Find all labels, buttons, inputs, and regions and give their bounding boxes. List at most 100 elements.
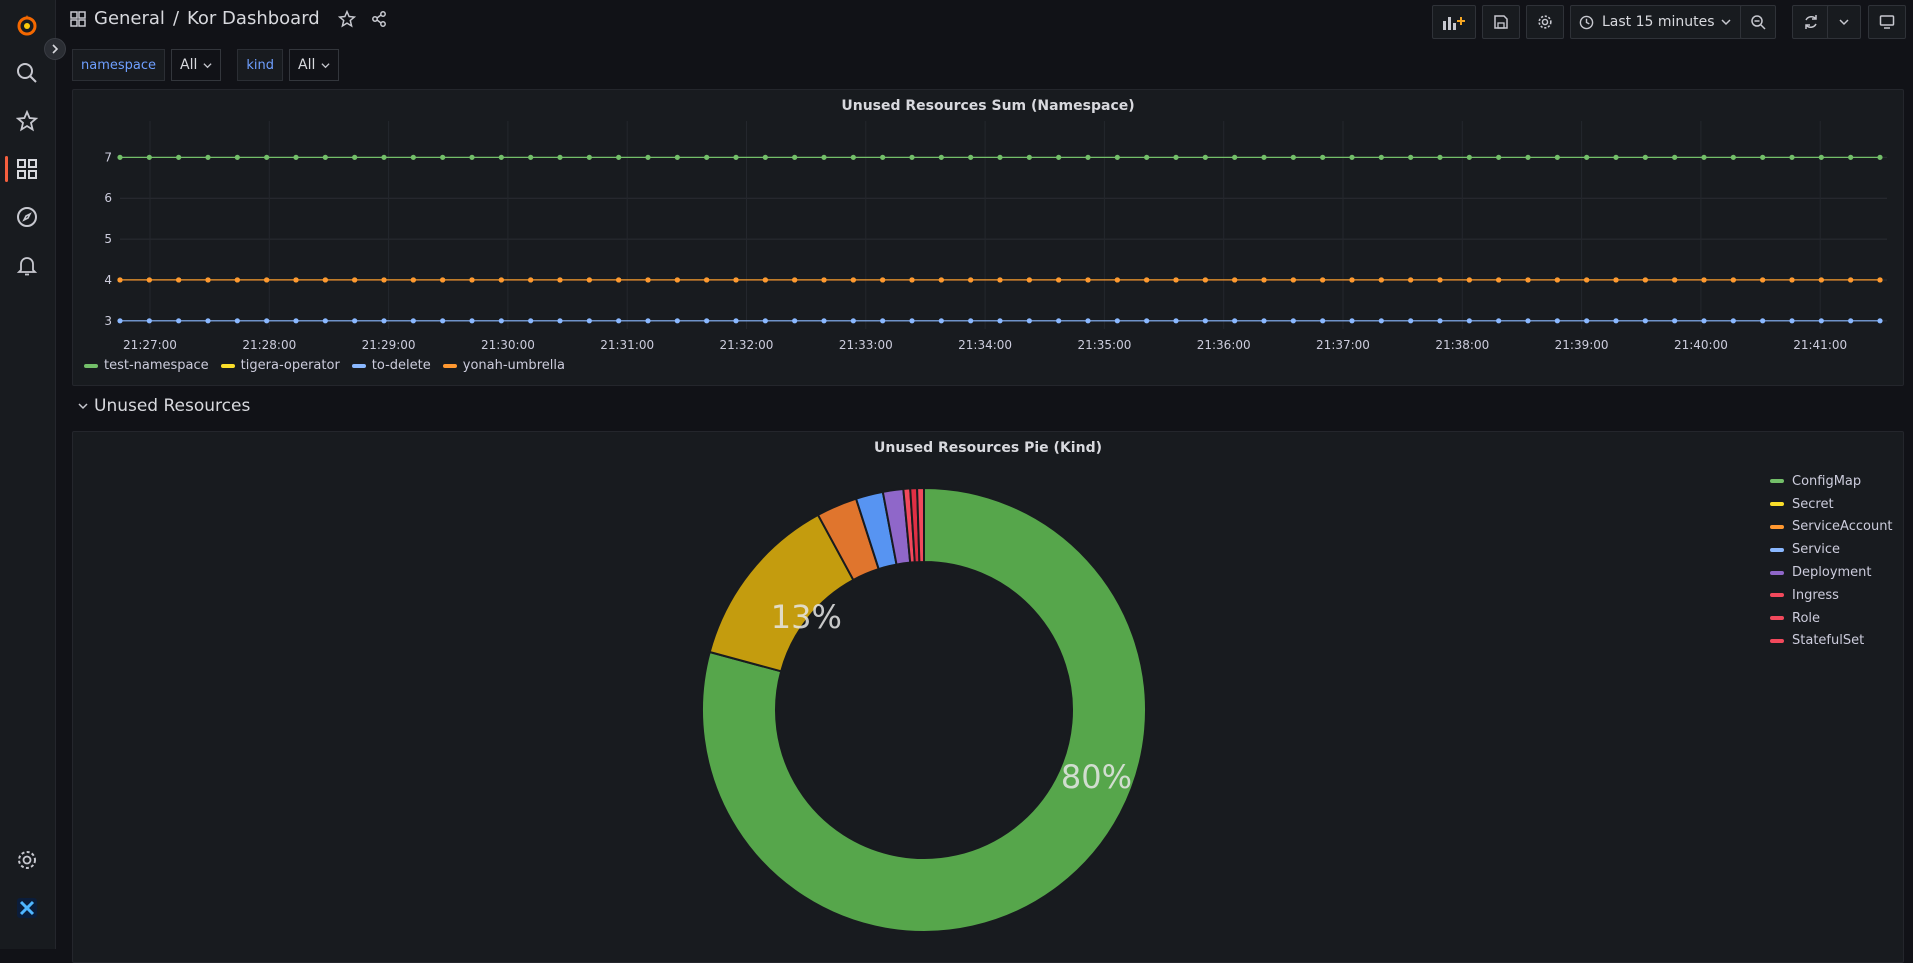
refresh-button[interactable] — [1792, 5, 1830, 39]
data-point — [1026, 154, 1032, 160]
dashboard-settings-button[interactable] — [1526, 5, 1564, 39]
x-tick-label: 21:29:00 — [362, 338, 416, 351]
legend-item[interactable]: yonah-umbrella — [442, 358, 565, 373]
legend-item[interactable]: Role — [1770, 607, 1893, 630]
legend-label: Ingress — [1792, 587, 1839, 603]
explore-icon[interactable] — [14, 204, 40, 230]
sidebar — [0, 0, 56, 949]
data-point — [440, 318, 446, 324]
search-icon[interactable] — [14, 60, 40, 86]
legend-item[interactable]: to-delete — [351, 358, 431, 373]
grafana-logo-icon[interactable] — [14, 12, 40, 38]
data-point — [1408, 318, 1414, 324]
data-point — [909, 318, 915, 324]
save-dashboard-button[interactable] — [1482, 5, 1520, 39]
data-point — [1877, 277, 1883, 283]
legend-swatch — [1770, 479, 1784, 484]
data-point — [557, 277, 563, 283]
legend-item[interactable]: tigera-operator — [220, 358, 340, 373]
data-point — [498, 277, 504, 283]
timeseries-panel-title[interactable]: Unused Resources Sum (Namespace) — [841, 98, 1135, 114]
x-tick-label: 21:41:00 — [1793, 338, 1847, 351]
legend-item[interactable]: test-namespace — [84, 358, 209, 373]
data-point — [410, 277, 416, 283]
data-point — [1144, 154, 1150, 160]
starred-icon[interactable] — [14, 108, 40, 134]
data-point — [1320, 277, 1326, 283]
share-icon[interactable] — [370, 10, 388, 28]
data-point — [1613, 277, 1619, 283]
data-point — [1085, 318, 1091, 324]
data-point — [1232, 154, 1238, 160]
data-point — [440, 154, 446, 160]
data-point — [176, 277, 182, 283]
timeseries-chart[interactable]: 3 4 5 6 7 21:27:00 21:28:00 21:29:00 21:30:00 21:… — [72, 89, 1902, 351]
data-point — [205, 154, 211, 160]
page-title[interactable]: Kor Dashboard — [187, 8, 320, 29]
data-point — [1525, 277, 1531, 283]
y-tick-label: 4 — [104, 273, 112, 287]
pie-slice — [916, 486, 925, 564]
data-point — [322, 154, 328, 160]
data-point — [762, 318, 768, 324]
data-point — [1261, 277, 1267, 283]
legend-item[interactable]: Deployment — [1770, 561, 1893, 584]
legend-item[interactable]: ServiceAccount — [1770, 516, 1893, 539]
legend-item[interactable]: Service — [1770, 538, 1893, 561]
data-point — [469, 277, 475, 283]
data-point — [1584, 318, 1590, 324]
data-point — [1877, 318, 1883, 324]
legend-swatch — [1770, 547, 1784, 552]
data-point — [968, 318, 974, 324]
data-point — [1437, 277, 1443, 283]
time-range-picker[interactable]: Last 15 minutes — [1570, 5, 1742, 39]
chevron-down-icon — [1721, 19, 1731, 26]
timeseries-panel[interactable]: Unused Resources Sum (Namespace) — [72, 89, 1904, 386]
legend-item[interactable]: ConfigMap — [1770, 470, 1893, 493]
data-point — [1848, 318, 1854, 324]
pie-panel-title[interactable]: Unused Resources Pie (Kind) — [874, 440, 1102, 456]
data-point — [1760, 277, 1766, 283]
data-point — [616, 318, 622, 324]
legend-swatch — [1770, 524, 1784, 529]
data-point — [1701, 277, 1707, 283]
data-point — [410, 154, 416, 160]
refresh-interval-dropdown[interactable] — [1827, 5, 1861, 39]
data-point — [938, 318, 944, 324]
legend-item[interactable]: StatefulSet — [1770, 630, 1893, 653]
dashboards-icon[interactable] — [14, 156, 40, 182]
gear-icon[interactable] — [14, 847, 40, 873]
x-tick-label: 21:32:00 — [720, 338, 774, 351]
data-point — [645, 318, 651, 324]
breadcrumb-folder[interactable]: General — [94, 8, 165, 29]
add-panel-button[interactable] — [1432, 5, 1476, 39]
data-point — [938, 154, 944, 160]
zoom-out-button[interactable] — [1740, 5, 1776, 39]
avatar[interactable] — [14, 895, 40, 921]
legend-item[interactable]: Ingress — [1770, 584, 1893, 607]
x-tick-label: 21:39:00 — [1555, 338, 1609, 351]
data-point — [880, 154, 886, 160]
data-point — [850, 277, 856, 283]
data-point — [1144, 277, 1150, 283]
star-icon[interactable] — [337, 9, 356, 28]
data-point — [1496, 277, 1502, 283]
alerting-bell-icon[interactable] — [14, 252, 40, 278]
breadcrumb: General / Kor Dashboard — [70, 8, 388, 29]
expand-sidebar-button[interactable] — [44, 38, 66, 60]
pie-chart[interactable]: 80% 13% — [650, 470, 1250, 949]
data-point — [1554, 154, 1560, 160]
variable-select-namespace[interactable]: All — [171, 49, 222, 81]
variable-select-kind[interactable]: All — [289, 49, 340, 81]
data-point — [1114, 318, 1120, 324]
data-point — [1672, 277, 1678, 283]
x-tick-label: 21:40:00 — [1674, 338, 1728, 351]
data-point — [586, 277, 592, 283]
data-point — [176, 154, 182, 160]
legend-item[interactable]: Secret — [1770, 493, 1893, 516]
data-point — [1378, 277, 1384, 283]
row-header-unused-resources[interactable]: Unused Resources — [78, 396, 250, 416]
tv-mode-button[interactable] — [1868, 5, 1906, 39]
data-point — [821, 154, 827, 160]
data-point — [1173, 154, 1179, 160]
